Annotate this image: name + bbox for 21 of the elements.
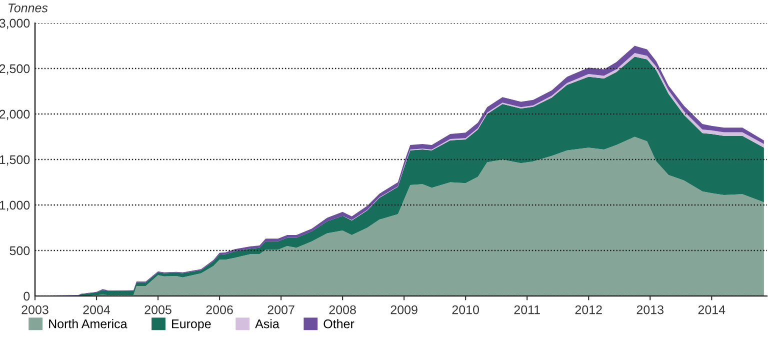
x-tick-label: 2014 xyxy=(698,305,726,314)
x-tick-label: 2011 xyxy=(514,305,540,314)
y-tick-label: 1,000 xyxy=(0,200,30,212)
x-tick-label: 2003 xyxy=(22,305,48,314)
y-tick-label: 1,500 xyxy=(0,155,30,166)
y-tick-label: 0 xyxy=(24,292,30,301)
x-tick-label: 2012 xyxy=(575,305,602,314)
x-tick-label: 2013 xyxy=(636,305,664,314)
x-tick-label: 2008 xyxy=(329,305,356,314)
legend-label: Other xyxy=(324,319,354,328)
x-tick-label: 2006 xyxy=(206,305,233,314)
x-tick-label: 2010 xyxy=(452,305,480,314)
legend-label: Asia xyxy=(255,319,280,328)
y-axis-title: Tonnes xyxy=(8,4,48,12)
x-tick-label: 2005 xyxy=(144,305,172,314)
y-tick-label: 500 xyxy=(10,246,30,256)
x-tick-label: 2004 xyxy=(83,305,110,314)
legend-label: Europe xyxy=(172,320,211,331)
x-tick-label: 2009 xyxy=(390,305,418,314)
x-tick-label: 2007 xyxy=(268,305,294,314)
legend-label: North America xyxy=(49,319,128,328)
